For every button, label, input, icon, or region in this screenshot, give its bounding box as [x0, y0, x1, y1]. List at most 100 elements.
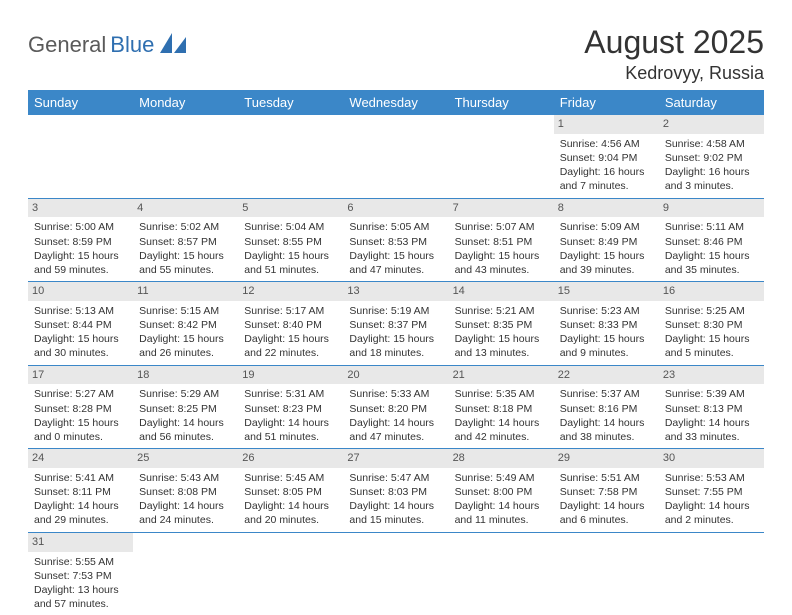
day-header: Saturday	[659, 90, 764, 115]
calendar-cell	[554, 532, 659, 615]
calendar-cell	[238, 115, 343, 198]
sunrise-text: Sunrise: 5:33 AM	[349, 387, 442, 401]
calendar-cell: 10Sunrise: 5:13 AMSunset: 8:44 PMDayligh…	[28, 282, 133, 366]
calendar-cell: 17Sunrise: 5:27 AMSunset: 8:28 PMDayligh…	[28, 365, 133, 449]
calendar-cell: 16Sunrise: 5:25 AMSunset: 8:30 PMDayligh…	[659, 282, 764, 366]
calendar-cell	[238, 532, 343, 615]
sunrise-text: Sunrise: 5:37 AM	[560, 387, 653, 401]
sunset-text: Sunset: 8:11 PM	[34, 485, 127, 499]
logo: GeneralBlue	[28, 32, 186, 58]
sunrise-text: Sunrise: 5:55 AM	[34, 555, 127, 569]
day-header-row: Sunday Monday Tuesday Wednesday Thursday…	[28, 90, 764, 115]
day-number: 13	[343, 282, 448, 301]
calendar-cell	[449, 532, 554, 615]
calendar-cell: 8Sunrise: 5:09 AMSunset: 8:49 PMDaylight…	[554, 198, 659, 282]
calendar-cell	[28, 115, 133, 198]
sunset-text: Sunset: 8:57 PM	[139, 235, 232, 249]
sunrise-text: Sunrise: 5:23 AM	[560, 304, 653, 318]
sunrise-text: Sunrise: 5:29 AM	[139, 387, 232, 401]
sunrise-text: Sunrise: 5:35 AM	[455, 387, 548, 401]
sunrise-text: Sunrise: 5:43 AM	[139, 471, 232, 485]
calendar-cell: 21Sunrise: 5:35 AMSunset: 8:18 PMDayligh…	[449, 365, 554, 449]
sunrise-text: Sunrise: 5:00 AM	[34, 220, 127, 234]
daylight-text: Daylight: 15 hours and 55 minutes.	[139, 249, 232, 277]
calendar-cell: 4 Sunrise: 5:02 AMSunset: 8:57 PMDaylight…	[133, 198, 238, 282]
day-number: 4	[133, 199, 238, 218]
calendar-cell	[133, 532, 238, 615]
calendar-table: Sunday Monday Tuesday Wednesday Thursday…	[28, 90, 764, 615]
day-number: 7	[449, 199, 554, 218]
daylight-text: Daylight: 14 hours and 20 minutes.	[244, 499, 337, 527]
calendar-cell: 22Sunrise: 5:37 AMSunset: 8:16 PMDayligh…	[554, 365, 659, 449]
calendar-cell: 7Sunrise: 5:07 AMSunset: 8:51 PMDaylight…	[449, 198, 554, 282]
calendar-cell: 11Sunrise: 5:15 AMSunset: 8:42 PMDayligh…	[133, 282, 238, 366]
day-number: 15	[554, 282, 659, 301]
calendar-cell: 19Sunrise: 5:31 AMSunset: 8:23 PMDayligh…	[238, 365, 343, 449]
calendar-row: 3Sunrise: 5:00 AMSunset: 8:59 PMDaylight…	[28, 198, 764, 282]
sunrise-text: Sunrise: 5:25 AM	[665, 304, 758, 318]
daylight-text: Daylight: 14 hours and 51 minutes.	[244, 416, 337, 444]
daylight-text: Daylight: 13 hours and 57 minutes.	[34, 583, 127, 611]
calendar-cell: 9 Sunrise: 5:11 AMSunset: 8:46 PMDaylight…	[659, 198, 764, 282]
sunrise-text: Sunrise: 5:11 AM	[665, 220, 758, 234]
day-number: 30	[659, 449, 764, 468]
daylight-text: Daylight: 15 hours and 59 minutes.	[34, 249, 127, 277]
calendar-cell: 28Sunrise: 5:49 AMSunset: 8:00 PMDayligh…	[449, 449, 554, 533]
sunset-text: Sunset: 9:02 PM	[665, 151, 758, 165]
sunset-text: Sunset: 8:55 PM	[244, 235, 337, 249]
calendar-cell: 2Sunrise: 4:58 AMSunset: 9:02 PMDaylight…	[659, 115, 764, 198]
sunset-text: Sunset: 8:40 PM	[244, 318, 337, 332]
day-number: 5	[238, 199, 343, 218]
daylight-text: Daylight: 14 hours and 29 minutes.	[34, 499, 127, 527]
day-header: Sunday	[28, 90, 133, 115]
daylight-text: Daylight: 15 hours and 35 minutes.	[665, 249, 758, 277]
sunrise-text: Sunrise: 5:31 AM	[244, 387, 337, 401]
sunset-text: Sunset: 7:58 PM	[560, 485, 653, 499]
day-number: 6	[343, 199, 448, 218]
calendar-cell	[343, 115, 448, 198]
calendar-cell: 15 Sunrise: 5:23 AMSunset: 8:33 PMDayligh…	[554, 282, 659, 366]
day-header: Friday	[554, 90, 659, 115]
sunrise-text: Sunrise: 5:53 AM	[665, 471, 758, 485]
daylight-text: Daylight: 14 hours and 2 minutes.	[665, 499, 758, 527]
sunset-text: Sunset: 8:49 PM	[560, 235, 653, 249]
day-number: 25	[133, 449, 238, 468]
sunset-text: Sunset: 8:16 PM	[560, 402, 653, 416]
sunset-text: Sunset: 8:46 PM	[665, 235, 758, 249]
day-header: Thursday	[449, 90, 554, 115]
daylight-text: Daylight: 15 hours and 18 minutes.	[349, 332, 442, 360]
daylight-text: Daylight: 14 hours and 38 minutes.	[560, 416, 653, 444]
sunset-text: Sunset: 7:53 PM	[34, 569, 127, 583]
header: GeneralBlue August 2025 Kedrovyy, Russia	[28, 24, 764, 84]
day-number: 18	[133, 366, 238, 385]
daylight-text: Daylight: 15 hours and 9 minutes.	[560, 332, 653, 360]
calendar-row: 10Sunrise: 5:13 AMSunset: 8:44 PMDayligh…	[28, 282, 764, 366]
sunset-text: Sunset: 8:28 PM	[34, 402, 127, 416]
daylight-text: Daylight: 14 hours and 15 minutes.	[349, 499, 442, 527]
calendar-cell	[659, 532, 764, 615]
day-number: 23	[659, 366, 764, 385]
daylight-text: Daylight: 15 hours and 13 minutes.	[455, 332, 548, 360]
sunset-text: Sunset: 7:55 PM	[665, 485, 758, 499]
sunset-text: Sunset: 8:18 PM	[455, 402, 548, 416]
day-number: 21	[449, 366, 554, 385]
sunset-text: Sunset: 8:33 PM	[560, 318, 653, 332]
day-number: 24	[28, 449, 133, 468]
day-number: 9	[659, 199, 764, 218]
daylight-text: Daylight: 14 hours and 6 minutes.	[560, 499, 653, 527]
daylight-text: Daylight: 14 hours and 11 minutes.	[455, 499, 548, 527]
daylight-text: Daylight: 15 hours and 0 minutes.	[34, 416, 127, 444]
month-title: August 2025	[584, 24, 764, 61]
calendar-cell: 12Sunrise: 5:17 AMSunset: 8:40 PMDayligh…	[238, 282, 343, 366]
day-number: 2	[659, 115, 764, 134]
day-number: 11	[133, 282, 238, 301]
calendar-cell: 31Sunrise: 5:55 AMSunset: 7:53 PMDayligh…	[28, 532, 133, 615]
calendar-cell: 3Sunrise: 5:00 AMSunset: 8:59 PMDaylight…	[28, 198, 133, 282]
daylight-text: Daylight: 16 hours and 3 minutes.	[665, 165, 758, 193]
calendar-cell: 23Sunrise: 5:39 AMSunset: 8:13 PMDayligh…	[659, 365, 764, 449]
sunrise-text: Sunrise: 5:02 AM	[139, 220, 232, 234]
day-number: 29	[554, 449, 659, 468]
title-block: August 2025 Kedrovyy, Russia	[584, 24, 764, 84]
daylight-text: Daylight: 15 hours and 47 minutes.	[349, 249, 442, 277]
day-number: 3	[28, 199, 133, 218]
